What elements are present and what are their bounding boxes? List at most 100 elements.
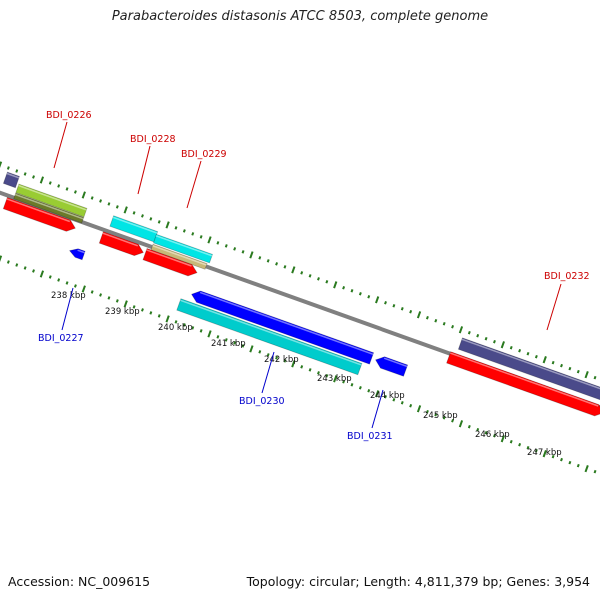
gene-bdi0231-highlight	[383, 357, 408, 368]
inner-ring-minor-tick	[467, 424, 471, 429]
inner-ring-minor-tick	[434, 412, 438, 417]
genome-title: Parabacteroides distasonis ATCC 8503, co…	[111, 9, 489, 24]
outer-ring-minor-tick	[32, 175, 35, 179]
inner-ring-minor-tick	[509, 439, 513, 444]
gene-label: BDI_0229	[181, 149, 227, 160]
inner-ring-minor-tick	[534, 448, 538, 453]
inner-ring-minor-tick	[275, 356, 279, 360]
inner-ring-minor-tick	[73, 284, 77, 288]
outer-ring-minor-tick	[534, 354, 538, 359]
outer-ring-minor-tick	[283, 265, 287, 269]
outer-ring-minor-tick	[300, 271, 304, 275]
inner-ring-major-tick	[500, 435, 505, 443]
inner-ring-major-tick	[458, 420, 464, 428]
gene-bdi0230-cyan	[176, 298, 363, 376]
outer-ring-minor-tick	[65, 187, 69, 191]
inner-ring-minor-tick	[358, 386, 362, 390]
outer-ring-major-tick	[0, 161, 3, 168]
tick-label: 239 kbp	[105, 307, 140, 317]
outer-ring-major-tick	[123, 206, 128, 214]
inner-ring-minor-tick	[241, 344, 245, 348]
outer-ring-minor-tick	[266, 259, 270, 263]
outer-ring-minor-tick	[509, 345, 513, 350]
inner-ring-minor-tick	[141, 308, 144, 312]
inner-ring-minor-tick	[32, 269, 35, 273]
gene-bdi0229-red	[142, 247, 198, 277]
inner-ring-minor-tick	[174, 320, 178, 324]
outer-ring-major-tick	[458, 326, 464, 334]
inner-ring-minor-tick	[526, 445, 530, 450]
outer-ring-major-tick	[542, 356, 547, 364]
gene-bdi0229-red-highlight	[146, 249, 192, 267]
inner-ring-minor-tick	[392, 398, 396, 402]
outer-ring-minor-tick	[141, 214, 144, 218]
outer-ring-minor-tick	[518, 348, 522, 353]
gene-bdi0226-gene	[13, 192, 85, 224]
inner-ring-minor-tick	[99, 293, 103, 297]
gene-bdi0226-red-highlight	[6, 198, 71, 223]
outer-ring-minor-tick	[241, 250, 245, 254]
outer-ring-minor-tick	[23, 172, 27, 176]
inner-ring-minor-tick	[283, 359, 287, 363]
inner-ring-major-tick	[333, 375, 338, 383]
outer-ring-minor-tick	[442, 321, 446, 326]
inner-ring-minor-tick	[384, 395, 387, 399]
tick-label: 247 kbp	[527, 448, 562, 458]
inner-ring-minor-tick	[442, 415, 446, 420]
outer-ring-minor-tick	[476, 333, 480, 338]
outer-ring-minor-tick	[15, 169, 19, 173]
outer-ring-minor-tick	[400, 307, 404, 311]
gene-label-leader	[186, 160, 202, 209]
gene-bdi0231	[375, 356, 409, 377]
outer-ring-major-tick	[375, 296, 380, 304]
inner-ring-minor-tick	[57, 278, 61, 282]
inner-ring-minor-tick	[317, 371, 320, 375]
outer-ring-minor-tick	[384, 301, 387, 305]
outer-ring-minor-tick	[367, 295, 371, 299]
gene-bdi0226-cds	[15, 183, 88, 218]
inner-ring-minor-tick	[107, 296, 111, 300]
outer-ring-minor-tick	[258, 256, 262, 260]
tick-label: 241 kbp	[211, 339, 246, 349]
gene-label-leader	[546, 283, 562, 331]
outer-ring-minor-tick	[392, 304, 396, 308]
outer-ring-minor-tick	[467, 330, 471, 335]
inner-ring-minor-tick	[551, 454, 555, 459]
inner-ring-minor-tick	[493, 433, 496, 438]
gene-bdi0232-red	[446, 351, 600, 417]
inner-ring-minor-tick	[48, 275, 52, 279]
inner-ring-major-tick	[291, 360, 296, 368]
inner-ring-minor-tick	[6, 260, 10, 264]
tick-label: 238 kbp	[51, 291, 86, 301]
inner-ring-minor-tick	[258, 350, 262, 354]
inner-tick-ring	[0, 255, 597, 474]
inner-ring-minor-tick	[157, 314, 161, 318]
gene-label-leader	[261, 351, 275, 394]
inner-ring-major-tick	[0, 255, 3, 262]
inner-ring-minor-tick	[115, 299, 119, 303]
gene-bdi0227	[68, 248, 86, 261]
gene-label: BDI_0232	[544, 271, 590, 282]
outer-ring-major-tick	[39, 176, 45, 184]
outer-ring-major-tick	[207, 236, 212, 244]
gene-bdi0228-red-highlight	[102, 232, 139, 247]
outer-ring-minor-tick	[57, 184, 61, 188]
outer-ring-minor-tick	[425, 316, 429, 320]
outer-ring-major-tick	[333, 281, 338, 289]
tick-label: 242 kbp	[264, 355, 299, 365]
gene-bdi0226-gene-highlight	[14, 193, 84, 220]
gene-bdi0232-purple-highlight	[461, 338, 600, 390]
gene-label: BDI_0226	[46, 110, 92, 121]
outer-ring-minor-tick	[275, 262, 279, 266]
inner-ring-minor-tick	[451, 418, 455, 423]
outer-ring-major-tick	[165, 221, 170, 229]
outer-ring-minor-tick	[484, 336, 488, 341]
inner-ring-minor-tick	[216, 335, 220, 339]
gene-label: BDI_0231	[347, 431, 393, 442]
inner-ring-major-tick	[416, 405, 422, 413]
outer-ring-minor-tick	[568, 366, 572, 371]
inner-ring-minor-tick	[191, 326, 195, 330]
inner-ring-major-tick	[39, 270, 45, 278]
gene-bdi0229-cyan	[152, 233, 214, 264]
inner-ring-minor-tick	[308, 368, 312, 372]
